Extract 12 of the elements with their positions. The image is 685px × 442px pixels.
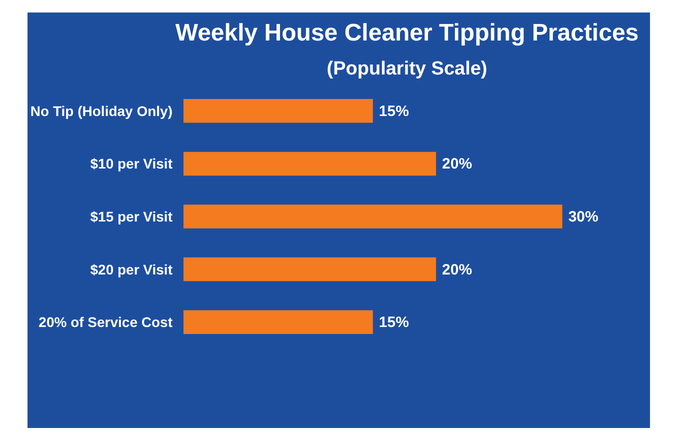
data-label: 15% xyxy=(378,102,409,120)
data-label: 20% xyxy=(442,261,472,278)
y-tick-label: $20 per Visit xyxy=(90,261,173,278)
y-tick-label: No Tip (Holiday Only) xyxy=(30,102,172,119)
y-tick-label: 20% of Service Cost xyxy=(38,314,173,330)
data-label: 20% xyxy=(442,156,472,173)
chart-subtitle: (Popularity Scale) xyxy=(326,58,488,80)
data-label: 15% xyxy=(378,314,409,332)
y-tick-label: $10 per Visit xyxy=(90,156,173,172)
y-tick-label: $15 per Visit xyxy=(90,208,173,224)
chart-title: Weekly House Cleaner Tipping Practices xyxy=(175,20,639,46)
data-label: 30% xyxy=(568,208,598,226)
